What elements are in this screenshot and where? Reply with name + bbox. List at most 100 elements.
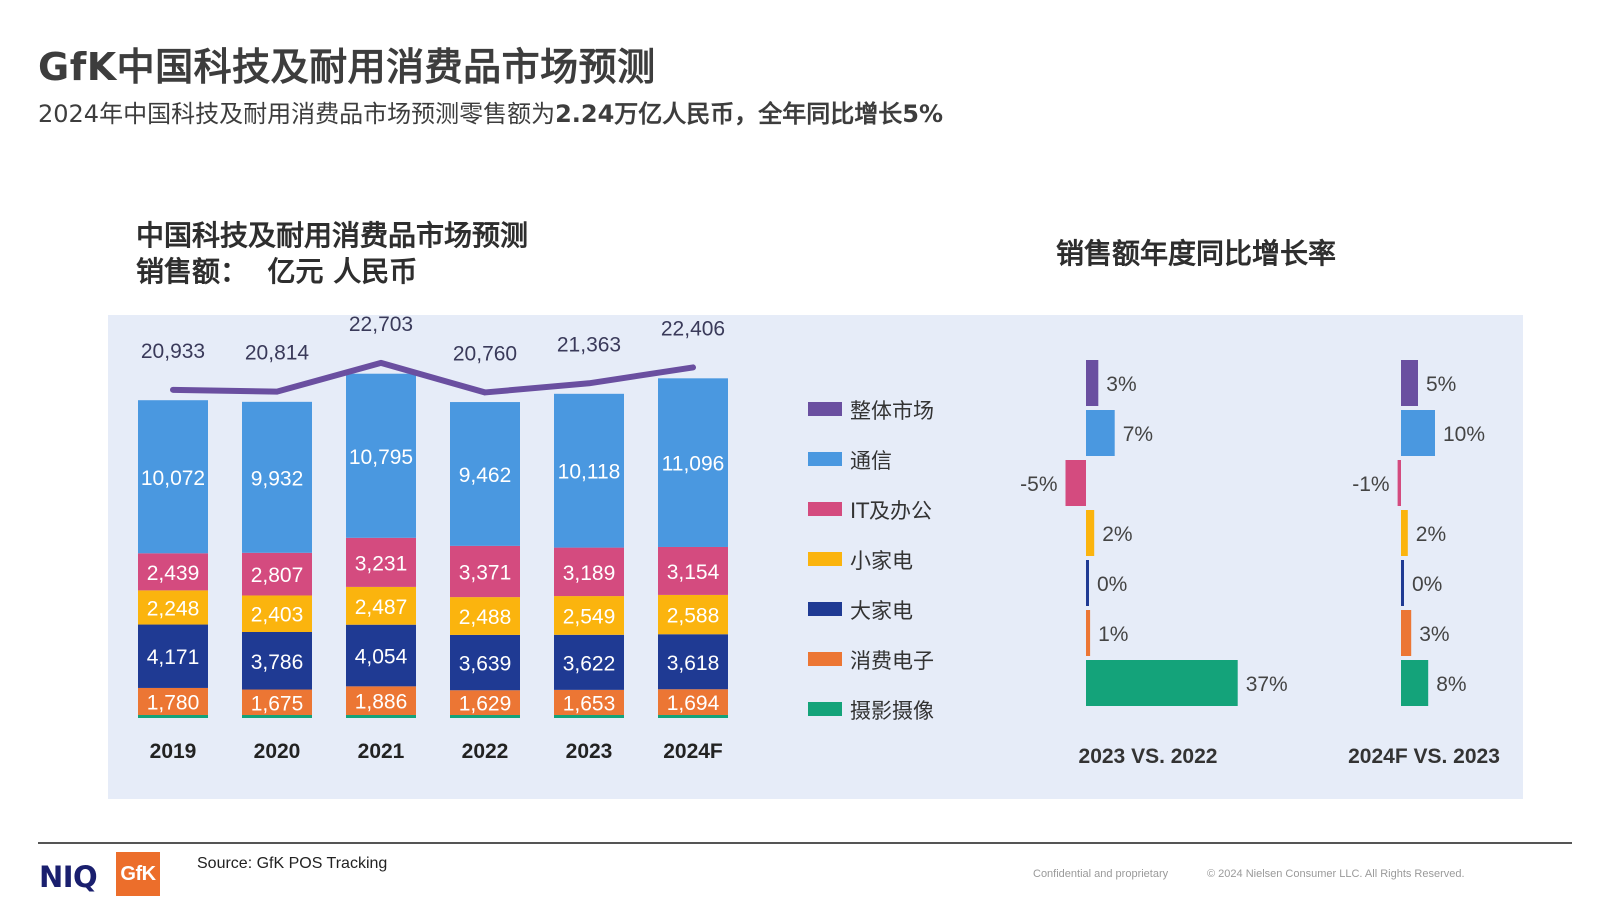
data-label: 10,072 [141,467,205,490]
bar-segment-大家电 [138,624,208,688]
legend-swatch [808,452,842,466]
bar-segment-摄影摄像 [658,715,728,718]
x-tick-label: 2019 [150,740,197,763]
x-tick-label: 2024F [663,740,723,763]
data-label: 3,189 [563,562,616,585]
chart-panel: 1,780 4,171 2,248 2,439 10,072 20,933 2019 1,67… [108,315,1523,799]
x-tick-label: 2021 [358,740,405,763]
bar-segment-小家电 [138,590,208,625]
growth-bar-小家电 [1401,510,1408,556]
growth-bar-整体市场 [1401,360,1418,406]
bar-segment-IT及办公 [138,553,208,591]
legend-label: 小家电 [850,549,913,573]
data-label: 1,780 [147,691,200,714]
data-label: 4,054 [355,646,408,669]
legend-label: 摄影摄像 [850,699,934,723]
data-label: 9,932 [251,467,304,490]
legend-swatch [808,552,842,566]
growth-label: 1% [1098,623,1128,646]
bar-segment-消费电子 [242,689,312,715]
data-label: 1,675 [251,692,304,715]
legend-label: IT及办公 [850,499,932,523]
growth-bar-通信 [1086,410,1115,456]
total-label: 22,703 [349,315,413,336]
data-label: 3,231 [355,552,408,575]
growth-label: 37% [1246,673,1288,696]
growth-axis-label: 2023 VS. 2022 [1079,745,1218,768]
data-label: 10,118 [558,461,621,484]
growth-label: 0% [1097,573,1127,596]
growth-heading: 销售额年度同比增长率 [1056,237,1337,270]
bar-segment-IT及办公 [554,547,624,597]
subtitle-highlight: 2.24万亿人民币，全年同比增长5% [555,100,944,128]
growth-label: 2% [1102,523,1132,546]
growth-bar-大家电 [1401,560,1404,606]
data-label: 1,694 [667,692,720,715]
data-label: 1,629 [459,693,512,716]
growth-bar-大家电 [1086,560,1089,606]
growth-bar-IT及办公 [1065,460,1086,506]
data-label: 2,248 [147,597,200,620]
total-label: 20,933 [141,340,205,363]
bar-segment-大家电 [346,624,416,687]
bar-segment-IT及办公 [450,545,520,598]
data-label: 3,622 [563,652,616,675]
niq-logo: NIQ [39,860,98,894]
market-forecast-chart: 1,780 4,171 2,248 2,439 10,072 20,933 2019 1,67… [138,315,1500,768]
legend-label: 大家电 [850,599,913,623]
bar-segment-消费电子 [554,689,624,715]
chart-heading: 中国科技及耐用消费品市场预测 销售额： 亿元 人民币 [136,218,528,290]
legend-swatch [808,702,842,716]
bar-segment-大家电 [658,634,728,690]
legend-swatch [808,602,842,616]
data-label: 3,639 [459,653,512,676]
x-tick-label: 2023 [566,740,613,763]
data-label: 1,653 [563,692,616,715]
data-label: 1,886 [355,691,408,714]
bar-segment-通信 [138,400,208,554]
series-line-整体市场 [170,359,696,396]
x-tick-label: 2022 [462,740,509,763]
bar-segment-消费电子 [138,687,208,715]
growth-bar-消费电子 [1086,610,1091,656]
subtitle-plain: 2024年中国科技及耐用消费品市场预测零售额为 [38,100,556,128]
bar-segment-通信 [554,393,624,548]
bar-segment-小家电 [346,586,416,625]
data-label: 3,154 [667,561,720,584]
growth-bar-消费电子 [1401,610,1412,656]
data-label: 2,549 [563,605,616,628]
total-label: 20,814 [245,342,310,365]
data-label: 10,795 [349,446,413,469]
legend-label: 消费电子 [850,649,934,673]
bar-segment-通信 [346,373,416,538]
legend-label: 通信 [850,449,892,473]
data-label: 9,462 [459,464,512,487]
data-label: 2,807 [251,564,304,587]
growth-axis-label: 2024F VS. 2023 [1348,745,1500,768]
bar-segment-摄影摄像 [554,715,624,718]
page-title: GfK中国科技及耐用消费品市场预测 [38,45,656,89]
confidential-note: Confidential and proprietary [1033,868,1169,880]
growth-label: 2% [1416,523,1446,546]
data-label: 3,786 [251,651,304,674]
growth-label: 5% [1426,373,1456,396]
data-label: 2,488 [459,606,512,629]
growth-label: -5% [1020,473,1057,496]
total-label: 21,363 [557,333,621,356]
growth-label: -1% [1352,473,1389,496]
data-label: 2,439 [147,562,200,585]
legend-swatch [808,652,842,666]
total-label: 22,406 [661,317,725,340]
data-label: 4,171 [147,646,200,669]
bar-segment-通信 [242,401,312,553]
legend-label: 整体市场 [850,399,934,423]
growth-bar-通信 [1401,410,1435,456]
growth-label: 10% [1443,423,1485,446]
bar-segment-摄影摄像 [346,715,416,718]
bar-segment-小家电 [242,595,312,632]
bar-segment-通信 [658,378,728,547]
bar-segment-IT及办公 [346,537,416,587]
bar-segment-大家电 [450,634,520,691]
growth-bar-小家电 [1086,510,1095,556]
bar-segment-大家电 [554,634,624,690]
